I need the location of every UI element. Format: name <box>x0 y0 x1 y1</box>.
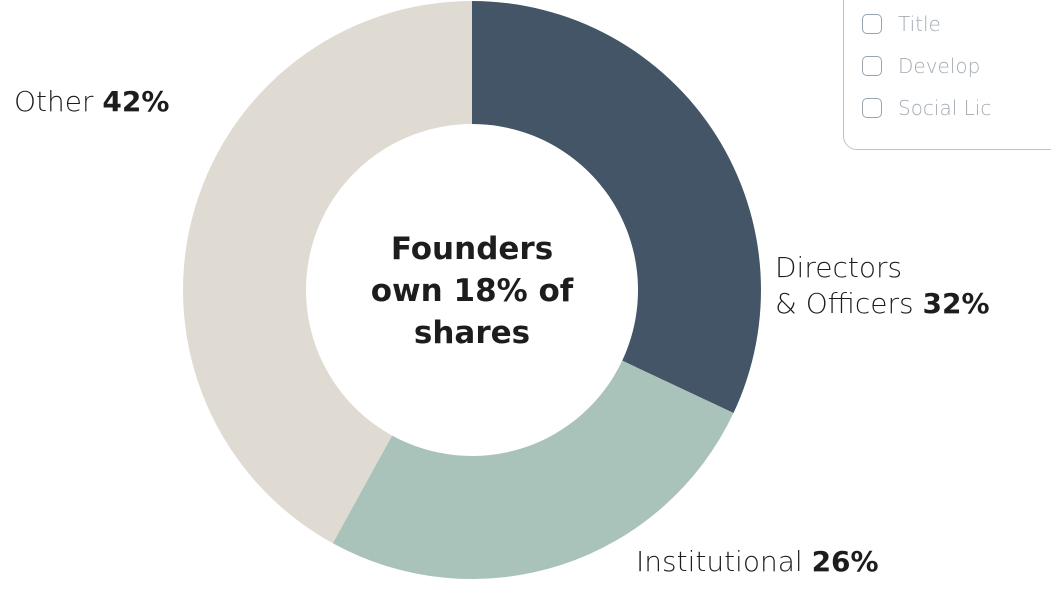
slice-label: Directors & Officers 32% <box>775 250 990 322</box>
slice-label: Institutional 26% <box>636 544 879 580</box>
donut-slice <box>472 1 761 414</box>
checkbox-label: Title <box>898 12 941 36</box>
checkbox-label: Develop <box>898 54 981 78</box>
value-label: 26% <box>811 545 879 578</box>
filter-panel <box>843 0 1051 150</box>
value-label: 42% <box>102 85 170 118</box>
checkbox-label: Social Lic <box>898 96 992 120</box>
category-label: Institutional <box>636 545 803 578</box>
checkbox[interactable] <box>862 98 882 118</box>
checkbox-row[interactable]: Social Lic <box>862 95 991 121</box>
donut-slice <box>182 1 472 544</box>
category-label: Other <box>14 85 94 118</box>
checkbox[interactable] <box>862 14 882 34</box>
checkbox-row[interactable]: Develop <box>862 53 980 79</box>
category-label: Directors & Officers <box>775 251 914 320</box>
donut-slice <box>332 360 734 579</box>
slice-label: Other 42% <box>14 84 169 120</box>
checkbox[interactable] <box>862 56 882 76</box>
center-annotation: Founders own 18% of shares <box>370 231 574 351</box>
value-label: 32% <box>922 287 990 320</box>
checkbox-row[interactable]: Title <box>862 11 941 37</box>
